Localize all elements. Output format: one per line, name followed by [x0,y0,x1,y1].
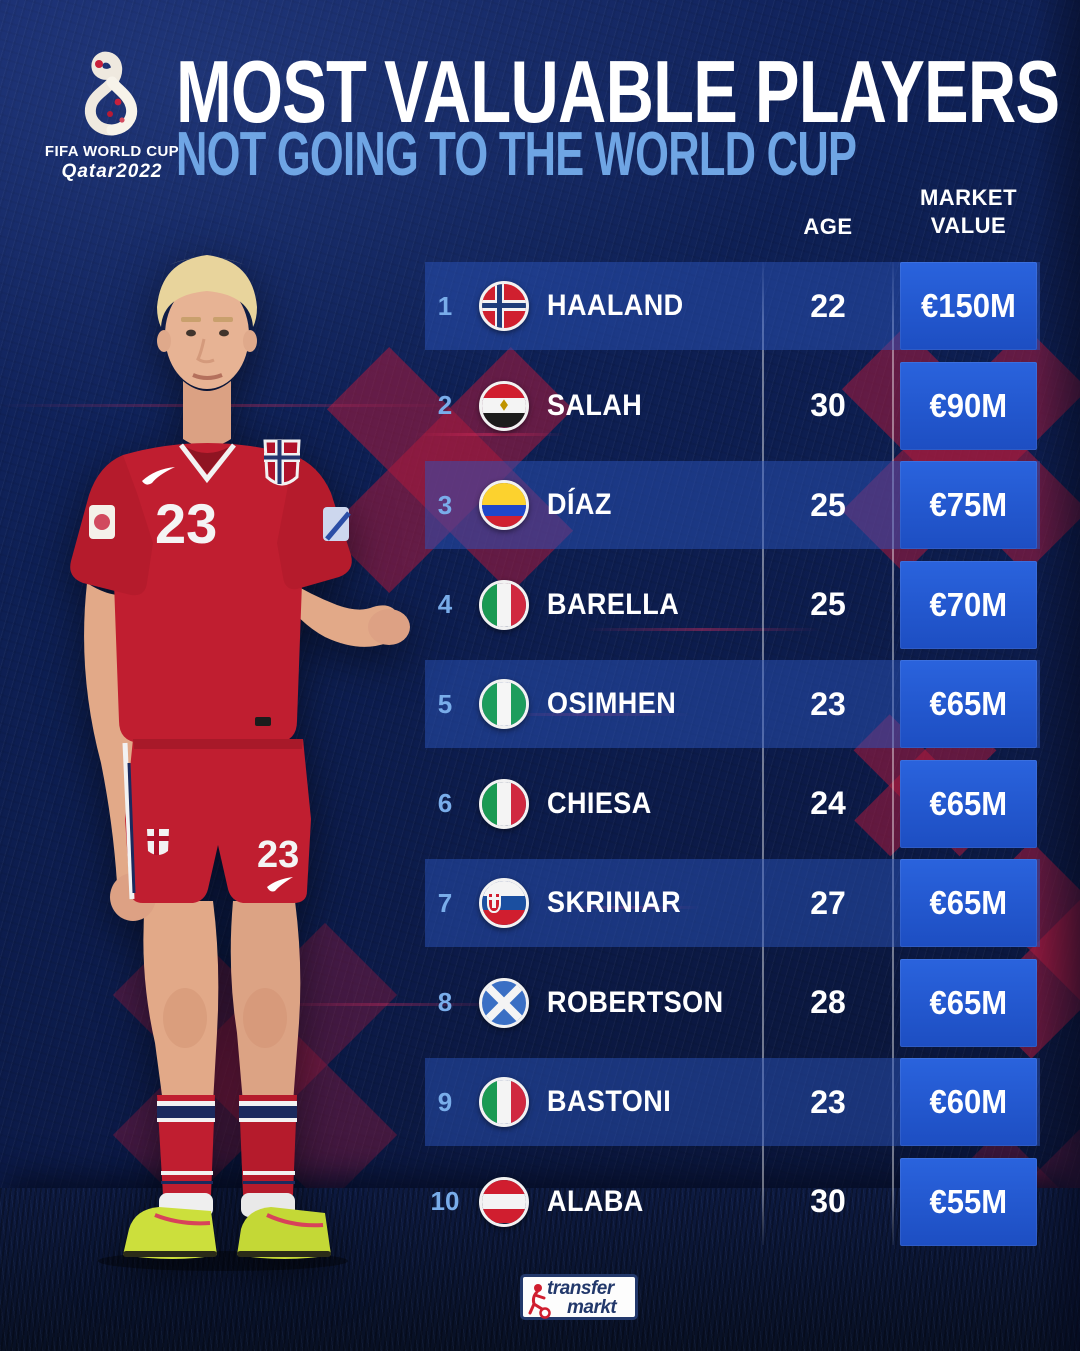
egypt-flag-icon [479,380,529,431]
colombia-flag-icon [479,480,529,530]
market-value-cell: €75M [900,461,1037,549]
shorts-crest-icon [147,829,169,855]
column-divider [762,262,764,1245]
red-streak-decoration [585,628,820,631]
market-value-cell: €65M [900,759,1037,848]
row-player-name: ROBERTSON [547,985,724,1019]
row-player-name: BASTONI [547,1085,672,1118]
table-row: 1 HAALAND 22 €150M [425,262,1040,350]
red-streak-decoration [560,906,700,909]
row-player-name: BARELLA [547,587,680,621]
table-row: 9 BASTONI 23 €60M [425,1058,1040,1146]
nigeria-flag-icon [479,679,529,729]
row-market-value: €90M [929,386,1008,424]
market-value-cell: €60M [900,1058,1037,1146]
row-rank: 4 [437,589,453,619]
row-age: 23 [810,1083,846,1120]
row-age: 22 [810,287,846,324]
transfermarkt-logo: transfer markt [520,1274,638,1320]
row-age: 25 [810,486,846,523]
slovakia-flag-icon [479,878,529,928]
jersey-number: 23 [155,492,217,555]
table-row: 7 SKRINIAR 27 €65M [425,859,1040,947]
norway-crest-icon [263,439,301,486]
italy-flag-icon [479,1077,529,1127]
row-age: 24 [810,785,846,821]
market-value-cell: €65M [900,859,1037,947]
row-market-value: €55M [929,1182,1008,1220]
row-player-name: HAALAND [547,289,684,322]
table-row: 2 SALAH 30 €90M [425,361,1040,450]
transfermarkt-text-bottom: markt [567,1297,617,1318]
row-player-name: DÍAZ [547,488,612,521]
italy-flag-icon [479,579,529,630]
row-player-name: ALABA [547,1184,644,1218]
market-value-cell: €90M [900,361,1037,450]
row-age: 25 [810,586,846,622]
red-streak-decoration [415,433,565,436]
table-row: 3 DÍAZ 25 €75M [425,461,1040,549]
player-table: 1 HAALAND 22 €150M 2 SALAH 30 €90M 3 DÍA… [425,262,1040,1246]
player-photo: 23 23 [70,255,410,1271]
market-value-cell: €70M [900,560,1037,649]
row-age: 27 [810,884,846,921]
market-value-cell: €65M [900,660,1037,748]
row-rank: 7 [437,887,453,918]
row-player-name: SALAH [547,388,643,422]
row-rank: 6 [437,788,453,818]
transfermarkt-text-top: transfer [547,1278,614,1299]
row-market-value: €60M [929,1083,1008,1120]
table-row: 5 OSIMHEN 23 €65M [425,660,1040,748]
red-streak-decoration [495,713,690,716]
row-market-value: €65M [929,983,1008,1021]
fifa-emblem-icon [84,51,138,136]
column-header-value: VALUE [930,213,1007,238]
row-age: 28 [810,984,846,1020]
table-row: 6 CHIESA 24 €65M [425,759,1040,848]
row-rank: 1 [437,290,453,321]
row-age: 23 [810,685,846,722]
table-row: 10 ALABA 30 €55M [425,1157,1040,1246]
column-header-market: MARKET [919,185,1018,210]
fifa-logo-year: Qatar2022 [61,161,163,182]
fifa-logo-text: FIFA WORLD CUP [44,143,180,160]
column-header-market-value: MARKET VALUE [900,184,1037,240]
market-value-cell: €150M [900,262,1037,350]
norway-flag-icon [479,281,529,331]
shorts-number: 23 [257,834,299,876]
row-market-value: €65M [929,884,1008,921]
row-player-name: OSIMHEN [547,687,677,720]
row-market-value: €75M [929,486,1008,523]
row-market-value: €70M [929,585,1008,623]
row-age: 30 [810,1183,846,1219]
transfermarkt-player-icon [528,1284,551,1319]
table-row: 8 ROBERTSON 28 €65M [425,958,1040,1047]
page-title: MOST VALUABLE PLAYERS [176,42,1060,141]
row-rank: 3 [437,489,453,520]
scotland-flag-icon [479,977,529,1028]
market-value-cell: €55M [900,1157,1037,1246]
row-rank: 5 [437,688,453,719]
italy-flag-icon [479,778,529,829]
row-rank: 2 [437,390,453,420]
row-age: 30 [810,387,846,423]
row-player-name: CHIESA [547,786,652,820]
background-edge-shade [1034,0,1080,1351]
row-market-value: €65M [929,784,1008,822]
red-streak-decoration [260,1003,515,1006]
market-value-cell: €65M [900,958,1037,1047]
row-player-name: SKRINIAR [547,886,682,919]
column-divider [892,262,894,1245]
austria-flag-icon [479,1176,529,1227]
row-rank: 10 [430,1186,460,1216]
row-market-value: €65M [929,685,1008,722]
row-rank: 9 [437,1086,453,1117]
fifa-world-cup-logo: FIFA WORLD CUP Qatar2022 [42,40,182,183]
row-market-value: €150M [921,287,1016,324]
row-rank: 8 [437,987,453,1017]
table-row: 4 BARELLA 25 €70M [425,560,1040,649]
page-subtitle: NOT GOING TO THE WORLD CUP [176,120,857,189]
column-header-age: AGE [803,214,853,239]
